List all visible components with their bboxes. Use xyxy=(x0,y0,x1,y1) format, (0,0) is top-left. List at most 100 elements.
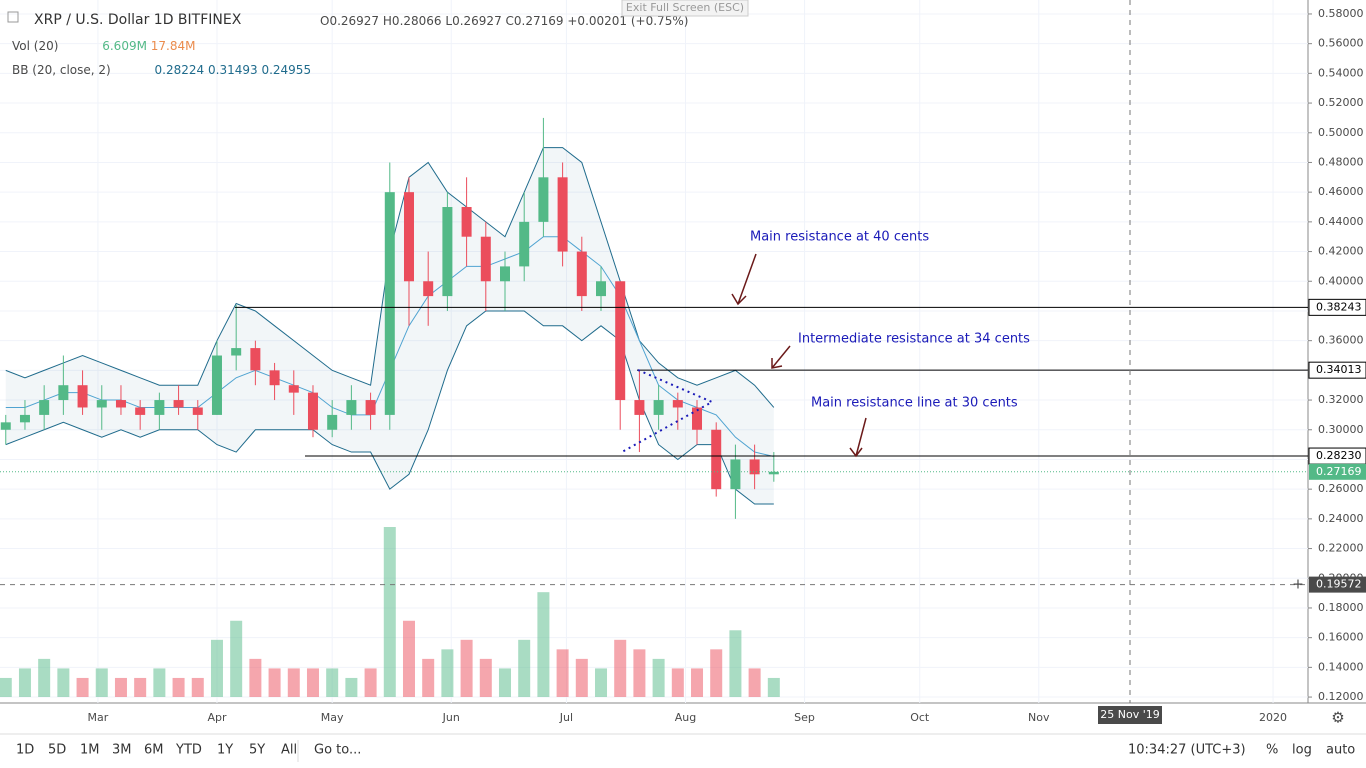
volume-bar xyxy=(326,668,339,697)
y-tick-label: 0.16000 xyxy=(1318,631,1364,644)
range-button[interactable]: 5Y xyxy=(249,743,265,758)
x-tick-label: Oct xyxy=(910,711,930,724)
volume-bar xyxy=(210,639,223,697)
clock: 10:34:27 (UTC+3) xyxy=(1128,743,1246,758)
collapse-icon[interactable] xyxy=(7,11,19,23)
annotation: Main resistance at 40 cents xyxy=(750,230,929,245)
y-tick-label: 0.56000 xyxy=(1318,37,1364,50)
candle-body xyxy=(499,266,510,282)
candle-body xyxy=(538,177,549,222)
range-button[interactable]: 1M xyxy=(80,743,100,758)
annotation: Intermediate resistance at 34 cents xyxy=(798,332,1030,347)
volume-bar xyxy=(748,668,761,697)
arrow xyxy=(849,417,867,458)
y-tick-label: 0.24000 xyxy=(1318,512,1364,525)
level-label-box xyxy=(1308,361,1366,379)
y-tick-label: 0.50000 xyxy=(1318,126,1364,139)
x-tick-label: Mar xyxy=(88,711,109,724)
y-tick-label: 0.48000 xyxy=(1318,155,1364,168)
level-label: 0.28230 xyxy=(1316,449,1362,462)
volume-bar xyxy=(460,639,473,697)
volume-bar xyxy=(633,649,646,697)
settings-icon[interactable]: ⚙ xyxy=(1331,709,1344,727)
candle-body xyxy=(480,236,491,282)
volume-bar xyxy=(402,620,415,697)
x-tick-label: Jul xyxy=(559,711,573,724)
y-tick-label: 0.30000 xyxy=(1318,423,1364,436)
candle-body xyxy=(288,385,299,393)
range-button[interactable]: YTD xyxy=(175,743,202,758)
volume-bar xyxy=(95,668,108,697)
bb-legend: BB (20, close, 2) 0.28224 0.31493 0.2495… xyxy=(12,63,311,77)
candle-body xyxy=(653,400,664,415)
exit-fullscreen-label[interactable]: Exit Full Screen (ESC) xyxy=(626,1,744,14)
candle-body xyxy=(423,281,434,297)
volume-bar xyxy=(306,668,319,697)
candle-body xyxy=(346,400,357,415)
x-tick-label: Aug xyxy=(675,711,696,724)
volume-bar xyxy=(767,677,780,697)
range-button[interactable]: 6M xyxy=(144,743,164,758)
crosshair-price-label: 0.19572 xyxy=(1316,578,1362,591)
crosshair-price-box xyxy=(1309,576,1366,593)
range-button[interactable]: All xyxy=(281,743,297,758)
volume-bar xyxy=(441,649,454,697)
level-label: 0.34013 xyxy=(1316,363,1362,376)
volume-bar xyxy=(595,668,608,697)
y-tick-label: 0.22000 xyxy=(1318,542,1364,555)
candle-body xyxy=(442,207,453,297)
candle-body xyxy=(557,177,568,252)
x-tick-label: May xyxy=(321,711,344,724)
y-tick-label: 0.40000 xyxy=(1318,274,1364,287)
volume-bar xyxy=(691,668,704,697)
percent-button[interactable]: % xyxy=(1266,743,1278,758)
level-label: 0.38243 xyxy=(1316,300,1362,313)
y-tick-label: 0.44000 xyxy=(1318,215,1364,228)
y-tick-label: 0.46000 xyxy=(1318,185,1364,198)
range-button[interactable]: 1D xyxy=(16,743,34,758)
exit-fullscreen-button[interactable] xyxy=(621,0,749,17)
y-tick-label: 0.58000 xyxy=(1318,7,1364,20)
candle-body xyxy=(135,407,146,415)
x-tick-label: Sep xyxy=(794,711,815,724)
candle-body xyxy=(115,400,126,408)
auto-button[interactable]: auto xyxy=(1326,743,1355,758)
candle-body xyxy=(672,400,683,408)
y-tick-label: 0.52000 xyxy=(1318,96,1364,109)
candle-body xyxy=(730,459,741,490)
goto-button[interactable]: Go to... xyxy=(314,743,361,758)
volume-bar xyxy=(153,668,166,697)
y-tick-label: 0.14000 xyxy=(1318,660,1364,673)
volume-bar xyxy=(671,668,684,697)
volume-bar xyxy=(479,658,492,697)
volume-bar xyxy=(230,620,243,697)
arrow xyxy=(771,345,791,369)
volume-bar xyxy=(345,677,358,697)
candle-body xyxy=(173,400,184,408)
x-tick-label: 2020 xyxy=(1259,711,1287,724)
candle-body xyxy=(692,407,703,430)
arrow xyxy=(731,253,757,306)
range-button[interactable]: 3M xyxy=(112,743,132,758)
volume-bar xyxy=(38,658,51,697)
candle-body xyxy=(0,422,11,430)
volume-bar xyxy=(498,668,511,697)
volume-legend: Vol (20) 6.609M 17.84M xyxy=(12,39,196,53)
y-tick-label: 0.42000 xyxy=(1318,245,1364,258)
candle-body xyxy=(384,192,395,415)
range-button[interactable]: 5D xyxy=(48,743,66,758)
volume-bar xyxy=(556,649,569,697)
candle-body xyxy=(461,207,472,237)
candle-body xyxy=(749,459,760,475)
log-button[interactable]: log xyxy=(1292,743,1312,758)
candle-body xyxy=(154,400,165,415)
y-tick-label: 0.12000 xyxy=(1318,690,1364,703)
volume-bar xyxy=(422,658,435,697)
volume-bar xyxy=(0,677,12,697)
range-button[interactable]: 1Y xyxy=(217,743,233,758)
candle-body xyxy=(403,192,414,282)
legend-ohlc: O0.26927 H0.28066 L0.26927 C0.27169 +0.0… xyxy=(320,14,688,28)
volume-bar xyxy=(76,677,89,697)
volume-bar xyxy=(652,658,665,697)
